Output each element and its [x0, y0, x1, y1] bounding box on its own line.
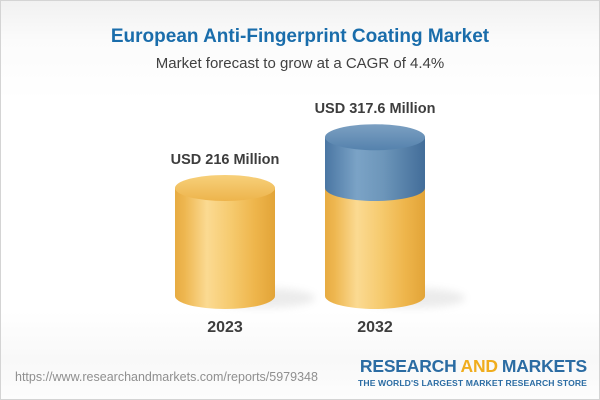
logo-and: AND — [460, 356, 499, 376]
segment-blue-2032 — [325, 137, 425, 201]
segment-gold-2023 — [175, 188, 275, 309]
value-label-2032: USD 317.6 Million — [315, 101, 436, 117]
logo-research: RESEARCH — [359, 356, 457, 376]
logo-wordmark: RESEARCH AND MARKETS — [358, 356, 587, 376]
research-and-markets-logo: RESEARCH AND MARKETS THE WORLD'S LARGEST M… — [358, 356, 587, 388]
page-subtitle: Market forecast to grow at a CAGR of 4.4… — [155, 55, 445, 72]
value-label-2023: USD 216 Million — [171, 152, 280, 168]
cylinder-top-face — [325, 124, 425, 151]
category-label-2032: 2032 — [357, 319, 393, 336]
category-label-2023: 2023 — [207, 319, 243, 336]
cylinder-2032: USD 317.6 Million 2032 — [315, 101, 465, 336]
cylinder-top-face — [175, 175, 275, 201]
logo-markets: MARKETS — [501, 356, 587, 376]
segment-gold-2032 — [325, 188, 425, 309]
cylinder-bar-chart: USD 216 Million 2023 USD 317.6 Million 2032 — [171, 101, 465, 336]
source-url: https://www.researchandmarkets.com/repor… — [15, 370, 318, 384]
page-title: European Anti-Fingerprint Coating Market — [110, 26, 490, 47]
logo-tagline: THE WORLD'S LARGEST MARKET RESEARCH STOR… — [358, 377, 587, 388]
cylinder-2023: USD 216 Million 2023 — [171, 152, 315, 336]
